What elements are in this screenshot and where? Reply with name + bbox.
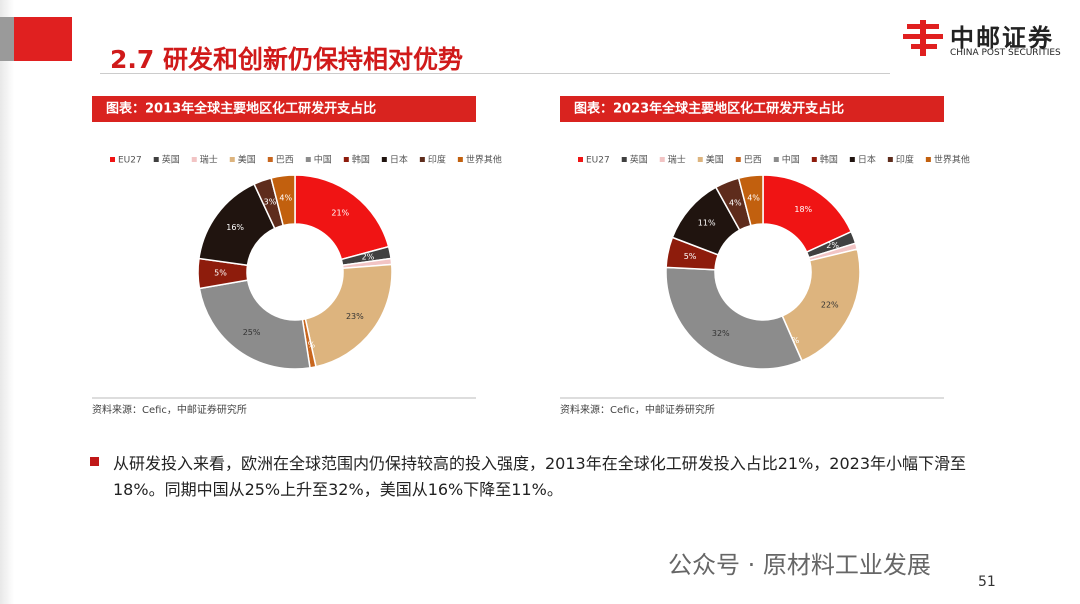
legend-label: 中国 xyxy=(314,154,332,166)
legend-marker xyxy=(305,157,311,162)
data-label: 4% xyxy=(747,194,760,203)
legend-label: EU27 xyxy=(586,156,610,166)
page-number: 51 xyxy=(978,574,996,590)
legend-marker xyxy=(419,157,425,162)
donut-slice xyxy=(737,174,764,227)
legend-label: 印度 xyxy=(896,154,914,166)
legend-marker xyxy=(849,157,855,162)
chart-header xyxy=(560,96,944,122)
legend-label: 英国 xyxy=(630,154,648,166)
legend-marker xyxy=(343,157,349,162)
donut-slice xyxy=(294,174,390,261)
legend-marker xyxy=(621,157,627,162)
legend-marker xyxy=(887,157,893,162)
data-label: 16% xyxy=(226,223,244,232)
slide-title: 2.7 研发和创新仍保持相对优势 xyxy=(110,45,463,74)
edge-shade xyxy=(0,0,14,604)
legend-label: 英国 xyxy=(162,154,180,166)
data-label: 3% xyxy=(264,197,277,206)
data-label: 25% xyxy=(243,328,261,337)
watermark: 公众号 · 原材料工业发展 xyxy=(668,551,931,579)
legend-marker xyxy=(110,157,115,162)
legend-marker xyxy=(773,157,779,162)
legend-label: 巴西 xyxy=(744,155,762,166)
legend-marker xyxy=(925,157,931,162)
legend-label: 瑞士 xyxy=(200,154,218,166)
bullet-line: 18%。同期中国从25%上升至32%，美国从16%下降至11%。 xyxy=(113,480,563,499)
legend-marker xyxy=(267,157,273,162)
data-label: 21% xyxy=(331,208,349,217)
bullet-marker xyxy=(90,457,99,466)
legend-label: 世界其他 xyxy=(466,154,502,166)
bullet-line: 从研发投入来看，欧洲在全球范围内仍保持较高的投入强度，2013年在全球化工研发投… xyxy=(113,454,967,473)
chart-source: 资料来源：Cefic，中邮证券研究所 xyxy=(92,403,247,416)
data-label: 2% xyxy=(826,241,839,250)
data-label: 4% xyxy=(729,198,742,207)
legend-label: 日本 xyxy=(390,154,408,166)
legend-label: 巴西 xyxy=(276,155,294,166)
legend-marker xyxy=(381,157,387,162)
legend-label: 世界其他 xyxy=(934,154,970,166)
data-label: 23% xyxy=(346,312,364,321)
data-label: 5% xyxy=(214,269,227,278)
logo-mark xyxy=(903,20,943,56)
title-rule xyxy=(100,73,890,74)
legend-label: 印度 xyxy=(428,154,446,166)
data-label: 5% xyxy=(684,252,697,261)
legend-label: 美国 xyxy=(706,154,724,166)
legend-marker xyxy=(578,157,583,162)
legend-marker xyxy=(659,157,665,162)
data-label: 32% xyxy=(712,329,730,338)
title-block-red xyxy=(14,17,72,61)
data-label: 2% xyxy=(362,253,375,262)
bullet-text: 从研发投入来看，欧洲在全球范围内仍保持较高的投入强度，2013年在全球化工研发投… xyxy=(113,451,966,503)
chart-title: 图表：2013年全球主要地区化工研发开支占比 xyxy=(106,101,376,117)
donut-slice xyxy=(198,279,311,370)
data-label: 4% xyxy=(279,194,292,203)
logo-text: 中邮证券 xyxy=(950,24,1054,52)
chart-header xyxy=(92,96,476,122)
legend-label: 韩国 xyxy=(820,154,838,166)
donut-slice xyxy=(270,174,296,227)
data-label: 22% xyxy=(821,301,839,310)
legend-marker xyxy=(229,157,235,162)
legend-marker xyxy=(735,157,741,162)
legend-label: 韩国 xyxy=(352,154,370,166)
legend-marker xyxy=(697,157,703,162)
legend-label: 日本 xyxy=(858,154,876,166)
title-block-gray xyxy=(0,17,14,61)
legend-marker xyxy=(191,157,197,162)
legend-label: EU27 xyxy=(118,156,142,166)
chart-title: 图表：2023年全球主要地区化工研发开支占比 xyxy=(574,101,844,117)
legend-marker xyxy=(457,157,463,162)
legend-label: 瑞士 xyxy=(668,154,686,166)
charts: 图表：2013年全球主要地区化工研发开支占比 EU27 英国 瑞士 美国 巴西 中国 韩国 日本… xyxy=(92,96,970,416)
donut-slice xyxy=(665,266,803,370)
legend-label: 美国 xyxy=(238,154,256,166)
data-label: 18% xyxy=(794,205,812,214)
donut-slice xyxy=(781,248,861,362)
legend-marker xyxy=(811,157,817,162)
data-label: 11% xyxy=(698,219,716,228)
chart-source: 资料来源：Cefic，中邮证券研究所 xyxy=(560,403,715,416)
data-label: 1% xyxy=(302,341,315,350)
legend-label: 中国 xyxy=(782,154,800,166)
legend-marker xyxy=(153,157,159,162)
logo-subtext: CHINA POST SECURITIES xyxy=(950,48,1061,58)
donut-slice xyxy=(304,263,393,368)
